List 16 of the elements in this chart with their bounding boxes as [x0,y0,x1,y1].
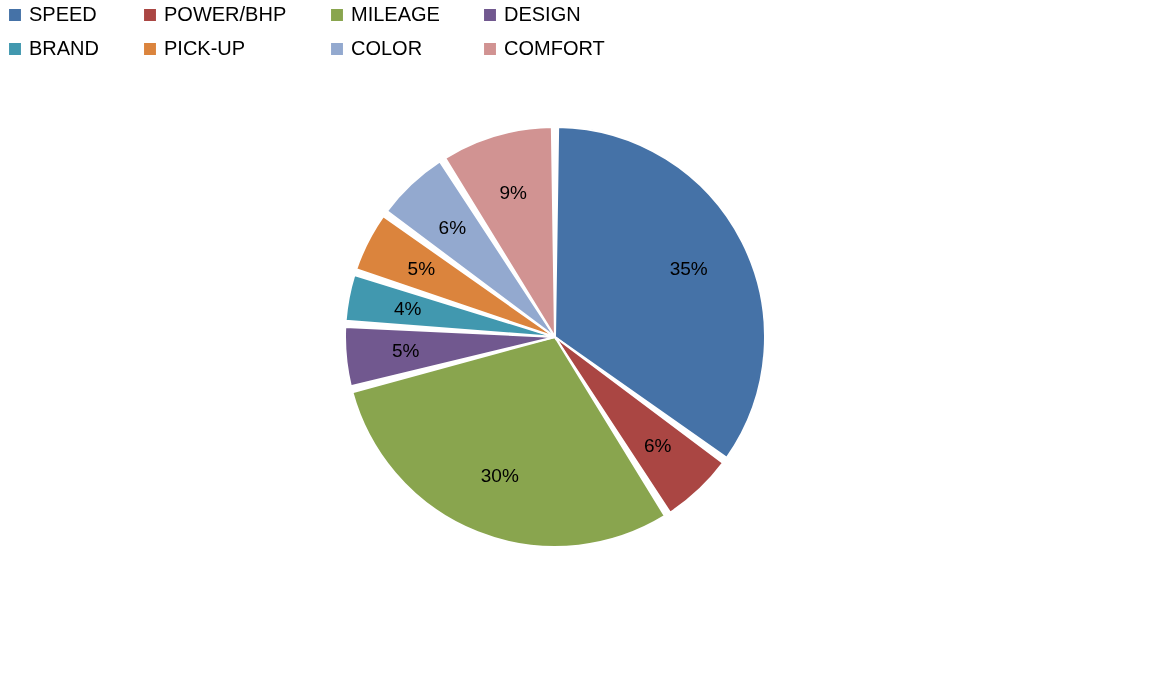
data-label: 35% [669,257,708,279]
legend-label: POWER/BHP [164,3,287,25]
legend-label: PICK-UP [164,37,246,59]
data-label: 5% [391,340,420,362]
legend-label: BRAND [29,37,100,59]
legend-label: COMFORT [504,37,605,59]
legend-label: COLOR [351,37,423,59]
data-label: 6% [643,435,672,457]
data-label: 5% [407,257,436,279]
legend-label: SPEED [29,3,97,25]
data-label: 6% [438,216,467,238]
data-label: 30% [480,465,519,487]
legend-label: MILEAGE [351,3,440,25]
data-label: 9% [499,181,527,203]
data-label: 4% [393,297,422,319]
legend-label: DESIGN [504,3,581,25]
